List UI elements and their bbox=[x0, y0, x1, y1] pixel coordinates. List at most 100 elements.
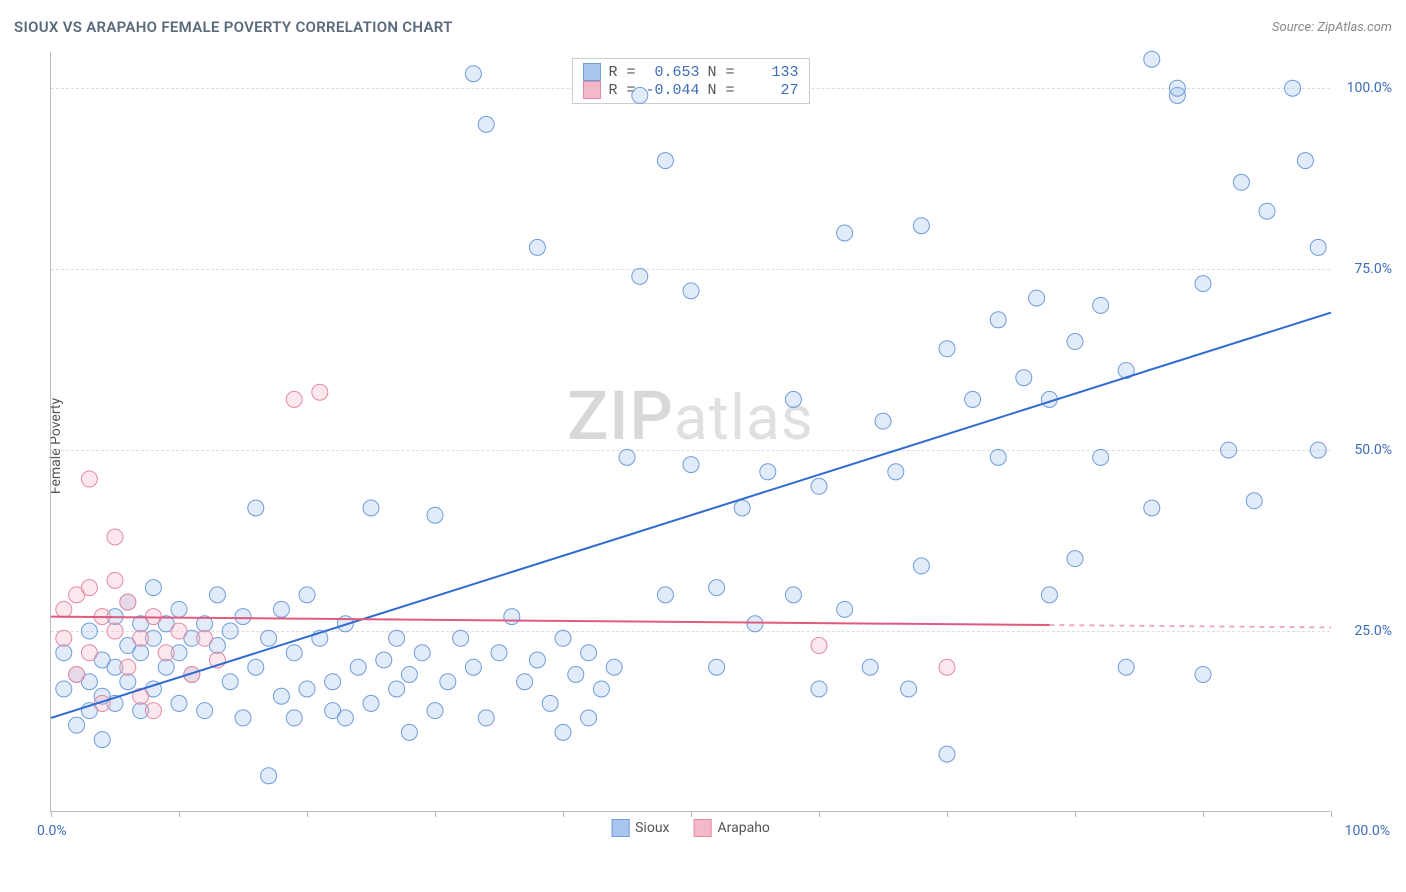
scatter-point bbox=[299, 587, 315, 603]
scatter-point bbox=[837, 225, 853, 241]
chart-source: Source: ZipAtlas.com bbox=[1272, 20, 1392, 35]
scatter-point bbox=[337, 710, 353, 726]
scatter-point bbox=[811, 478, 827, 494]
scatter-point bbox=[606, 659, 622, 675]
plot-area: ZIPatlas 25.0%50.0%75.0%100.0% 0.0% 100.… bbox=[50, 52, 1330, 812]
scatter-point bbox=[657, 587, 673, 603]
scatter-point bbox=[990, 312, 1006, 328]
scatter-point bbox=[427, 703, 443, 719]
scatter-point bbox=[273, 601, 289, 617]
x-axis-max-label: 100.0% bbox=[1345, 823, 1390, 839]
scatter-point bbox=[261, 630, 277, 646]
scatter-point bbox=[94, 732, 110, 748]
scatter-point bbox=[171, 695, 187, 711]
scatter-point bbox=[389, 681, 405, 697]
scatter-point bbox=[965, 391, 981, 407]
scatter-point bbox=[107, 529, 123, 545]
scatter-point bbox=[1067, 334, 1083, 350]
scatter-point bbox=[145, 703, 161, 719]
scatter-point bbox=[222, 674, 238, 690]
scatter-point bbox=[504, 609, 520, 625]
scatter-point bbox=[1259, 203, 1275, 219]
scatter-point bbox=[939, 341, 955, 357]
scatter-point bbox=[619, 449, 635, 465]
scatter-point bbox=[1297, 153, 1313, 169]
scatter-point bbox=[1041, 587, 1057, 603]
scatter-point bbox=[1029, 290, 1045, 306]
scatter-point bbox=[299, 681, 315, 697]
legend: Sioux Arapaho bbox=[611, 819, 770, 837]
scatter-point bbox=[389, 630, 405, 646]
scatter-point bbox=[683, 457, 699, 473]
trend-line bbox=[51, 313, 1331, 718]
scatter-point bbox=[568, 666, 584, 682]
scatter-svg bbox=[51, 52, 1330, 811]
scatter-point bbox=[632, 268, 648, 284]
scatter-point bbox=[350, 659, 366, 675]
scatter-point bbox=[248, 500, 264, 516]
scatter-point bbox=[56, 630, 72, 646]
scatter-point bbox=[81, 580, 97, 596]
x-tick bbox=[947, 811, 948, 817]
scatter-point bbox=[1093, 297, 1109, 313]
scatter-point bbox=[478, 710, 494, 726]
trend-line-extrapolated bbox=[1049, 625, 1331, 627]
scatter-point bbox=[1195, 276, 1211, 292]
scatter-point bbox=[478, 116, 494, 132]
scatter-point bbox=[709, 580, 725, 596]
x-axis-min-label: 0.0% bbox=[37, 823, 67, 839]
scatter-point bbox=[491, 645, 507, 661]
y-tick-label: 50.0% bbox=[1354, 442, 1392, 458]
scatter-point bbox=[785, 391, 801, 407]
scatter-point bbox=[837, 601, 853, 617]
scatter-point bbox=[107, 572, 123, 588]
scatter-point bbox=[81, 471, 97, 487]
scatter-point bbox=[1310, 442, 1326, 458]
scatter-point bbox=[862, 659, 878, 675]
scatter-point bbox=[555, 724, 571, 740]
scatter-point bbox=[517, 674, 533, 690]
y-tick-label: 25.0% bbox=[1354, 623, 1392, 639]
scatter-point bbox=[913, 558, 929, 574]
scatter-point bbox=[1285, 80, 1301, 96]
scatter-point bbox=[325, 674, 341, 690]
x-tick bbox=[179, 811, 180, 817]
scatter-point bbox=[120, 594, 136, 610]
scatter-point bbox=[811, 638, 827, 654]
scatter-point bbox=[1310, 239, 1326, 255]
scatter-point bbox=[363, 500, 379, 516]
scatter-point bbox=[171, 623, 187, 639]
scatter-point bbox=[120, 674, 136, 690]
scatter-point bbox=[529, 652, 545, 668]
scatter-point bbox=[363, 695, 379, 711]
x-tick bbox=[1203, 811, 1204, 817]
chart-container: SIOUX VS ARAPAHO FEMALE POVERTY CORRELAT… bbox=[0, 0, 1406, 892]
legend-item-arapaho: Arapaho bbox=[693, 819, 769, 837]
scatter-point bbox=[376, 652, 392, 668]
scatter-point bbox=[581, 710, 597, 726]
scatter-point bbox=[235, 710, 251, 726]
scatter-point bbox=[632, 87, 648, 103]
scatter-point bbox=[1118, 659, 1134, 675]
scatter-point bbox=[69, 717, 85, 733]
scatter-point bbox=[593, 681, 609, 697]
x-tick bbox=[1331, 811, 1332, 817]
scatter-point bbox=[760, 464, 776, 480]
legend-label-arapaho: Arapaho bbox=[717, 820, 769, 836]
scatter-point bbox=[709, 659, 725, 675]
legend-swatch-sioux bbox=[611, 819, 629, 837]
scatter-point bbox=[1221, 442, 1237, 458]
scatter-point bbox=[1195, 666, 1211, 682]
legend-item-sioux: Sioux bbox=[611, 819, 669, 837]
scatter-point bbox=[939, 746, 955, 762]
scatter-point bbox=[248, 659, 264, 675]
y-tick-label: 75.0% bbox=[1354, 261, 1392, 277]
scatter-point bbox=[158, 659, 174, 675]
scatter-point bbox=[427, 507, 443, 523]
scatter-point bbox=[273, 688, 289, 704]
x-tick bbox=[819, 811, 820, 817]
chart-title: SIOUX VS ARAPAHO FEMALE POVERTY CORRELAT… bbox=[14, 18, 453, 36]
scatter-point bbox=[581, 645, 597, 661]
scatter-point bbox=[1067, 551, 1083, 567]
scatter-point bbox=[209, 587, 225, 603]
